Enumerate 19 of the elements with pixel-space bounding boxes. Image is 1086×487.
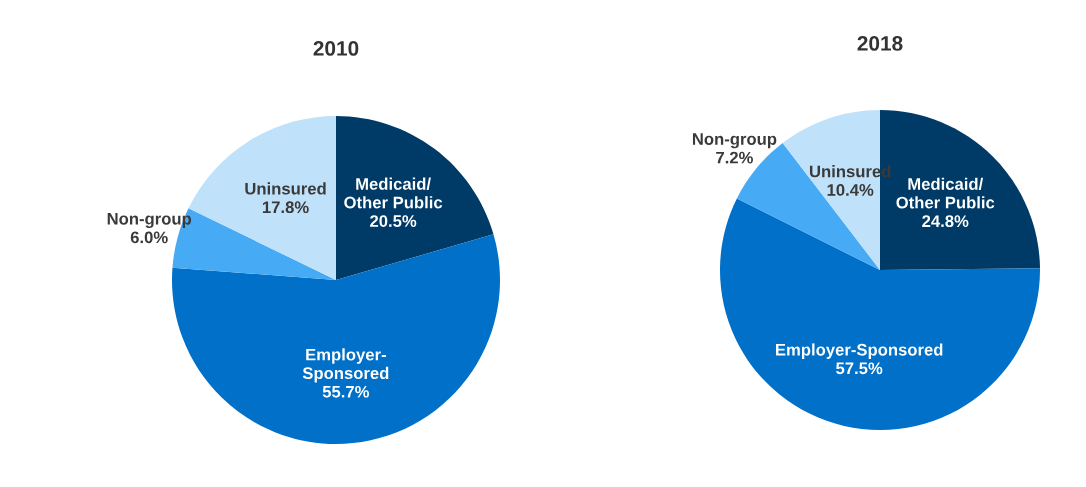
slice-label: Employer-Sponsored	[776, 343, 943, 359]
slice-label: Non-group	[692, 133, 777, 149]
slice-label: Medicaid/ Other Public	[896, 177, 995, 209]
pie-slice	[172, 234, 500, 444]
data-label: 7.2%	[716, 151, 753, 164]
pie-slice	[720, 198, 1040, 430]
chart-title: 2010	[313, 41, 359, 56]
data-label: 24.8%	[922, 215, 969, 228]
data-label: 10.4%	[827, 184, 874, 196]
pie-slice	[336, 116, 494, 280]
data-label: 57.5%	[836, 362, 883, 375]
slice-label: Uninsured	[245, 182, 326, 195]
data-label: 17.8%	[262, 201, 309, 214]
slice-label: Medicaid/ Other Public	[344, 177, 443, 209]
data-label: 20.5%	[370, 215, 417, 227]
data-label: 55.7%	[322, 385, 370, 398]
chart-title: 2018	[857, 36, 903, 51]
slice-label: Employer- Sponsored	[302, 348, 389, 383]
data-label: 6.0%	[130, 231, 168, 244]
